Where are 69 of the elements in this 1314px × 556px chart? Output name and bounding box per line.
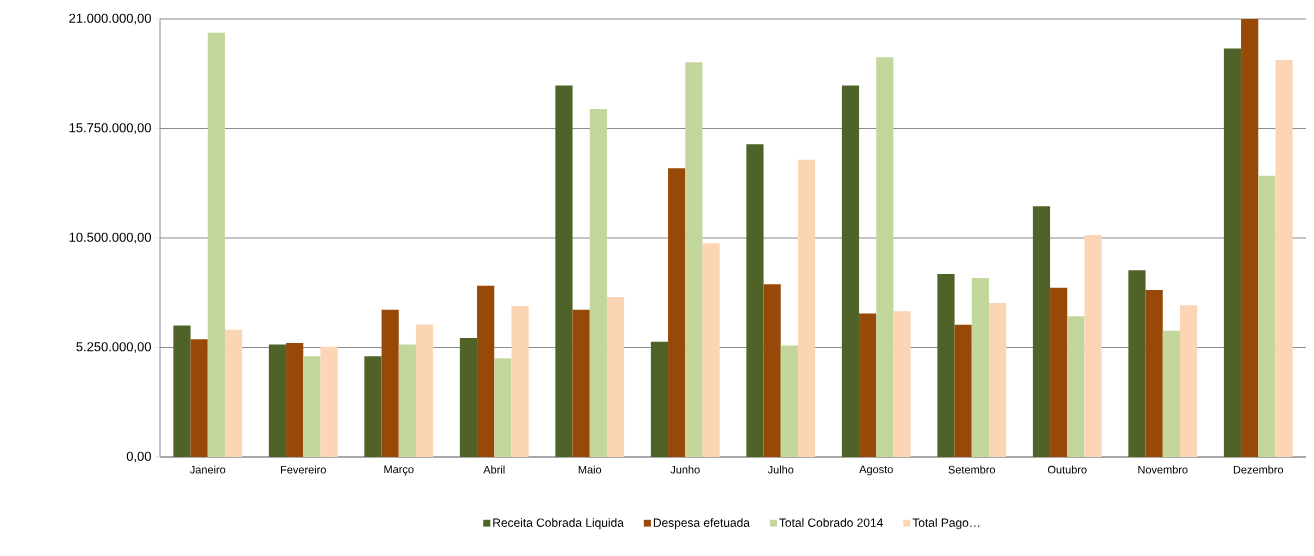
bar — [1084, 235, 1102, 457]
x-tick-label: Agosto — [859, 465, 893, 476]
bar — [364, 356, 382, 457]
bar — [971, 278, 989, 457]
x-tick-label: Março — [384, 465, 414, 476]
legend-label: Total Pago… — [912, 518, 980, 530]
bar — [572, 309, 590, 457]
bar — [173, 325, 191, 457]
y-tick-label: 0,00 — [126, 451, 151, 463]
y-tick-label: 10.500.000,00 — [69, 232, 151, 244]
bar — [606, 297, 625, 457]
legend-label: Despesa efetuada — [653, 518, 750, 530]
x-tick-label: Outubro — [1047, 465, 1087, 474]
bar — [668, 168, 686, 457]
x-tick-label: Novembro — [1138, 465, 1188, 474]
bar — [1067, 316, 1085, 457]
bar — [859, 313, 877, 457]
bar — [780, 345, 798, 457]
bar — [398, 344, 416, 457]
bar — [381, 309, 399, 457]
bar — [555, 85, 573, 457]
bar — [1162, 330, 1180, 457]
bar — [190, 339, 208, 457]
x-tick-label: Janeiro — [189, 465, 226, 474]
bar — [459, 337, 478, 457]
x-tick-label: Julho — [767, 465, 794, 474]
bar — [1145, 289, 1163, 457]
bar — [876, 57, 894, 457]
y-tick-label: 15.750.000,00 — [69, 123, 151, 134]
bar — [763, 284, 781, 457]
bar — [1275, 60, 1293, 457]
x-tick-label: Dezembro — [1233, 465, 1284, 474]
bar — [207, 32, 225, 457]
legend-label: Receita Cobrada Liquida — [493, 518, 624, 530]
x-tick-label: Setembro — [948, 465, 996, 474]
x-tick-label: Abril — [483, 465, 505, 474]
bar — [893, 311, 911, 457]
bar — [303, 356, 321, 457]
bar — [988, 303, 1007, 457]
bar — [954, 324, 972, 457]
bar — [1223, 48, 1242, 457]
bar — [286, 342, 304, 457]
bar — [1179, 305, 1198, 457]
bar — [797, 159, 816, 457]
bar — [511, 305, 529, 457]
bar — [1241, 19, 1259, 457]
bar — [1258, 175, 1276, 457]
bar — [746, 144, 764, 457]
bar — [224, 329, 243, 457]
bar — [1032, 206, 1051, 457]
legend-label: Total Cobrado 2014 — [779, 518, 883, 527]
x-tick-label: Junho — [670, 465, 700, 474]
x-tick-label: Maio — [578, 465, 602, 474]
bar — [477, 285, 495, 457]
y-tick-label: 5.250.000,00 — [76, 342, 151, 353]
bar — [589, 109, 607, 457]
bar — [268, 344, 287, 457]
y-tick-label: 21.000.000,00 — [69, 13, 151, 25]
bar — [1050, 287, 1068, 457]
bar — [937, 273, 955, 457]
bar — [685, 62, 703, 457]
bar — [494, 358, 512, 457]
bar — [702, 243, 720, 457]
bar — [415, 324, 434, 457]
bar — [320, 346, 338, 457]
bar — [1128, 270, 1146, 457]
bar — [841, 85, 860, 457]
bar — [650, 341, 669, 457]
x-tick-label: Fevereiro — [281, 465, 326, 474]
